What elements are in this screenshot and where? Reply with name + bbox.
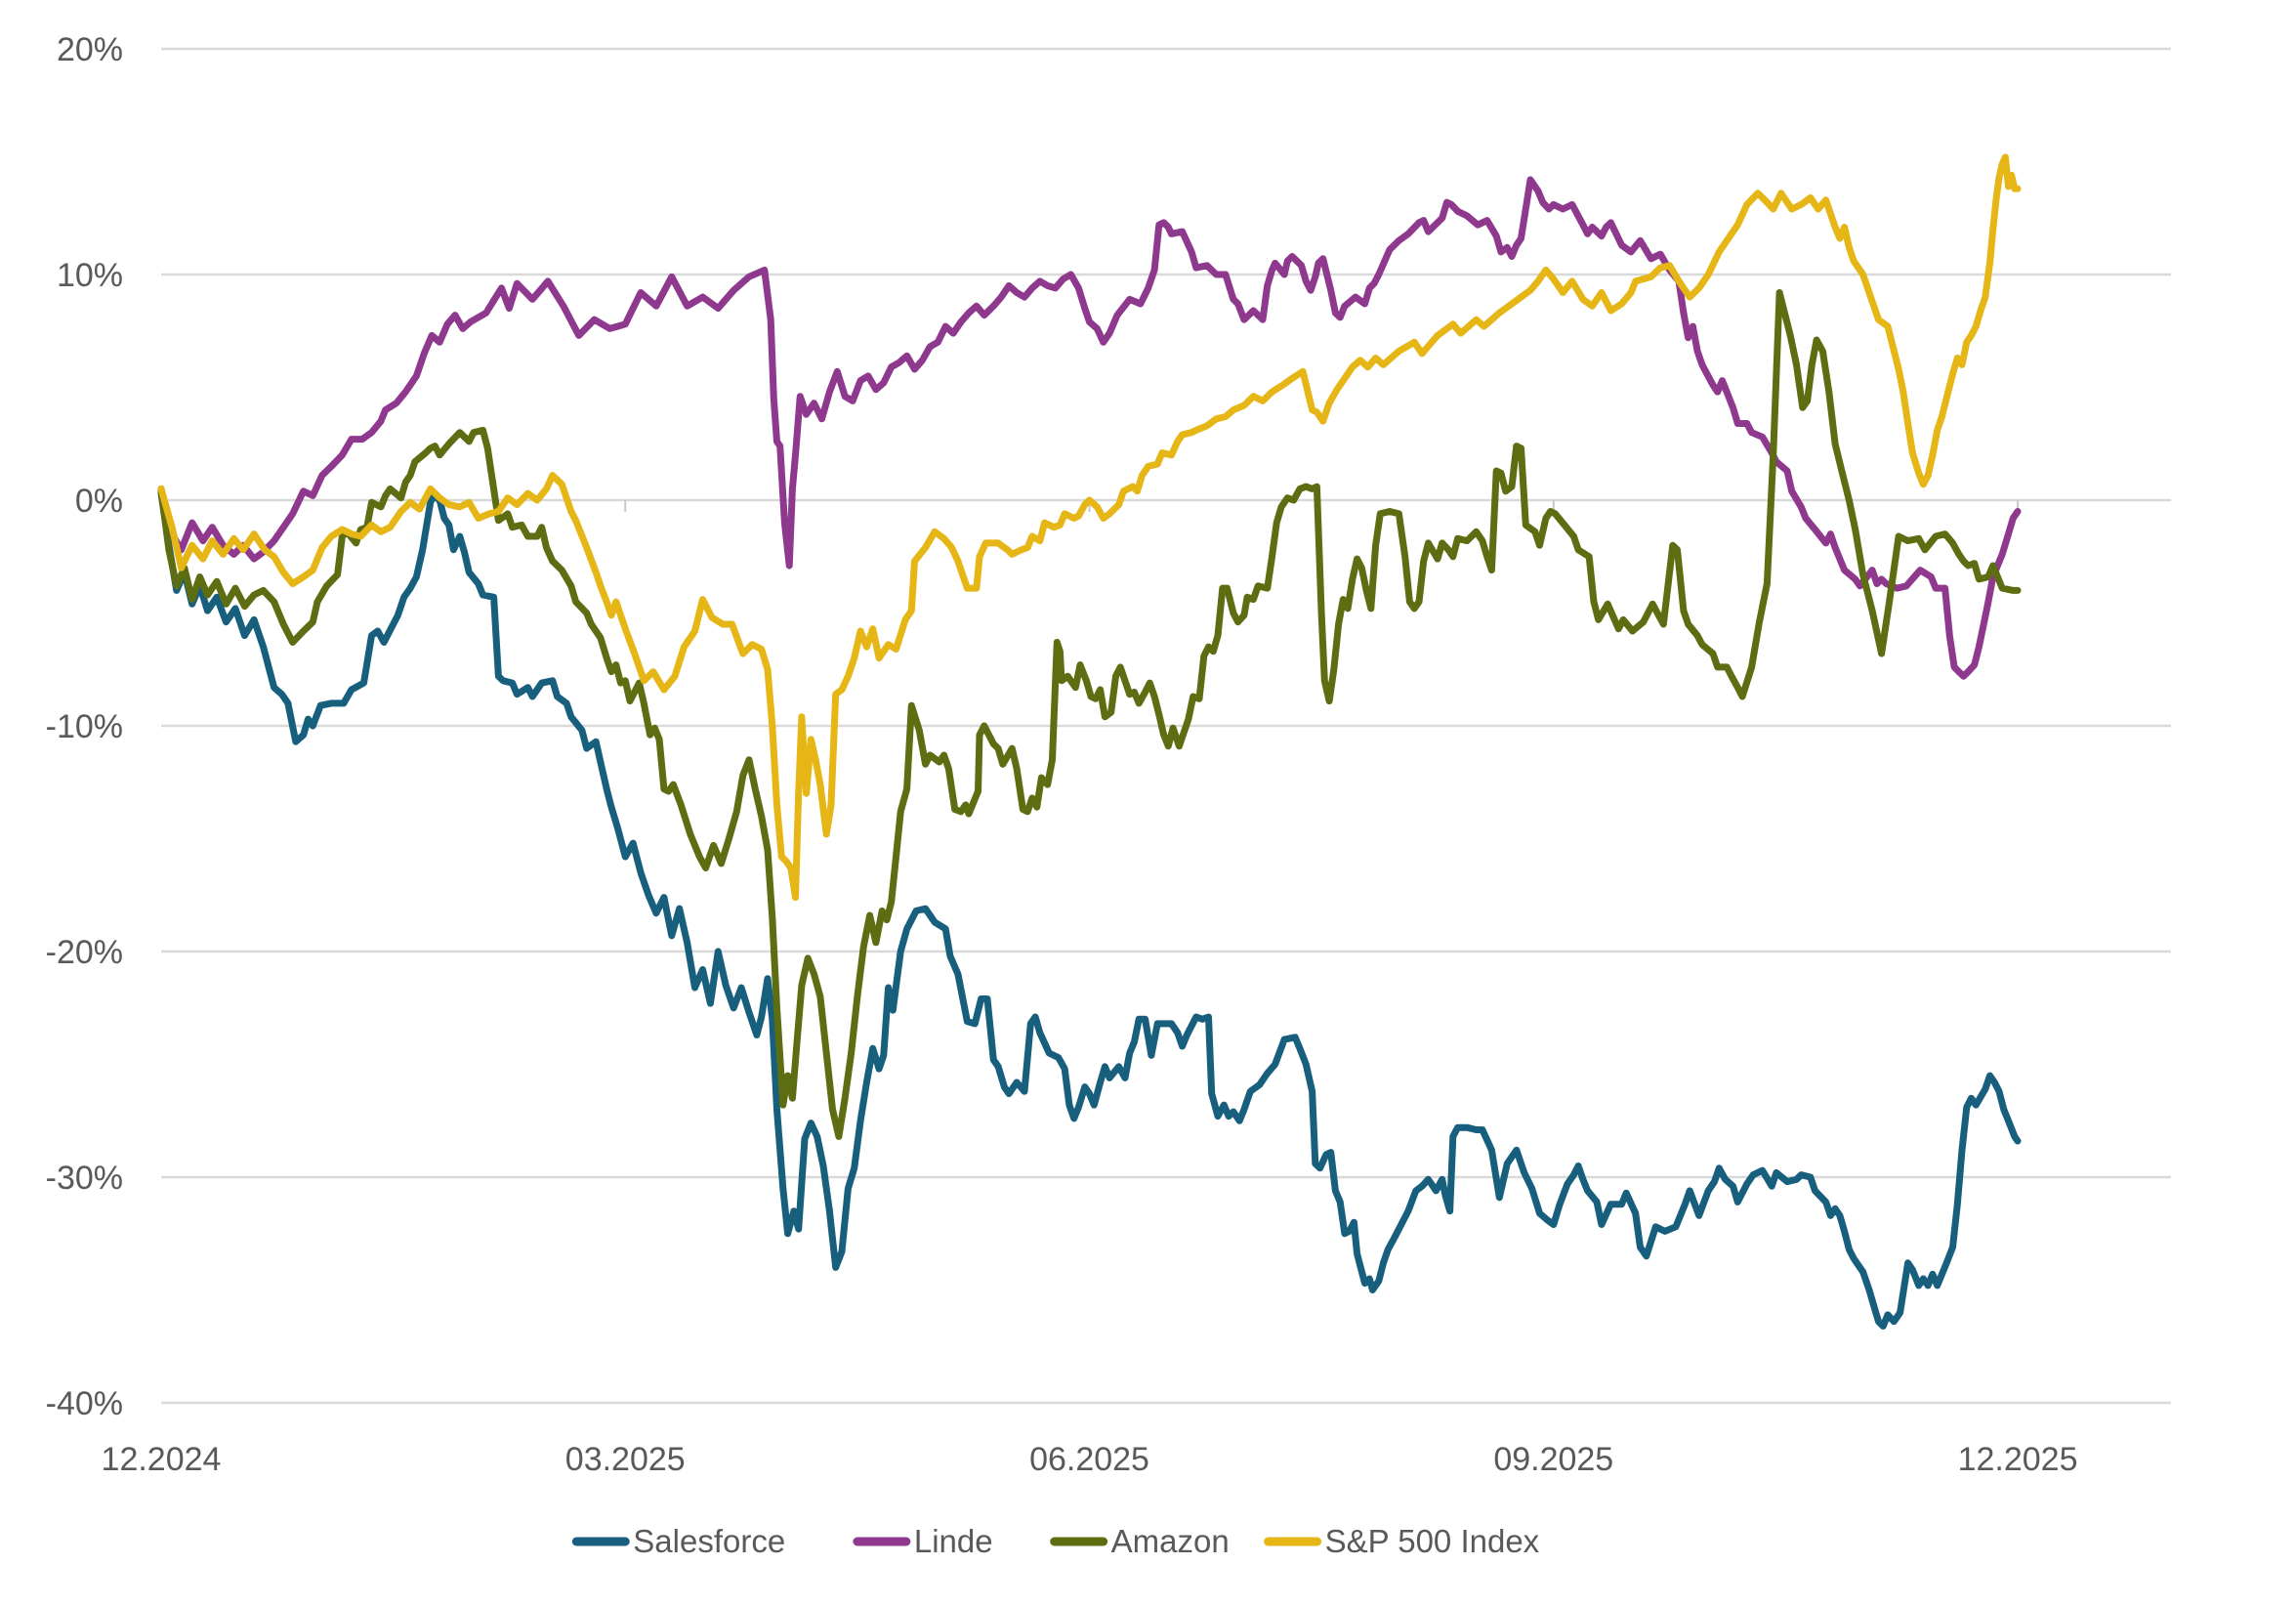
legend-label: Amazon	[1111, 1523, 1230, 1559]
y-axis-label: 0%	[75, 483, 123, 520]
axis-ticks	[624, 500, 2020, 512]
series-line-amazon	[157, 289, 2022, 1140]
series-line-s-p-500-index	[157, 153, 2022, 902]
x-axis-label: 06.2025	[1029, 1441, 1149, 1478]
series-lines	[157, 153, 2022, 1330]
series-line-salesforce	[157, 489, 2022, 1330]
y-axis-label: -20%	[46, 934, 123, 971]
series-line-linde	[157, 176, 2022, 680]
legend-item-linde[interactable]: Linde	[853, 1523, 993, 1559]
legend-label: Linde	[914, 1523, 993, 1559]
legend-item-s-p-500-index[interactable]: S&P 500 Index	[1264, 1523, 1540, 1559]
y-axis-labels: 20% 10% 0% -10% -20% -30% -40%	[46, 31, 123, 1422]
y-axis-label: -10%	[46, 708, 123, 745]
x-axis-label: 09.2025	[1493, 1441, 1613, 1478]
legend-item-salesforce[interactable]: Salesforce	[571, 1523, 785, 1559]
x-axis-labels: 12.2024 03.2025 06.2025 09.2025 12.2025	[102, 1441, 2078, 1478]
legend-label: S&P 500 Index	[1325, 1523, 1540, 1559]
y-axis-label: -30%	[46, 1160, 123, 1197]
x-axis-label: 12.2024	[102, 1441, 222, 1478]
y-axis-label: 10%	[57, 257, 123, 294]
gridlines	[161, 47, 2171, 1405]
y-axis-label: -40%	[46, 1385, 123, 1422]
y-axis-label: 20%	[57, 31, 123, 68]
x-axis-label: 12.2025	[1958, 1441, 2078, 1478]
legend-item-amazon[interactable]: Amazon	[1050, 1523, 1230, 1559]
x-axis-label: 03.2025	[565, 1441, 686, 1478]
legend-label: Salesforce	[633, 1523, 785, 1559]
legend: Salesforce Linde Amazon S&P 500 Index	[571, 1523, 1540, 1559]
